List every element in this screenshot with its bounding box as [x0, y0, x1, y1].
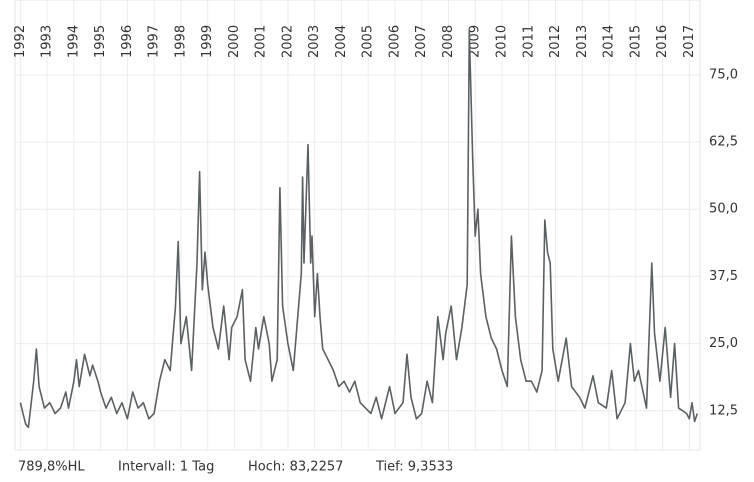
series-line	[19, 30, 699, 429]
x-tick-label: 2015	[628, 25, 643, 58]
x-tick-label: 2004	[334, 25, 349, 58]
x-tick-label: 2012	[548, 25, 563, 58]
y-tick-label: 62,5	[709, 135, 738, 150]
x-tick-label: 2005	[361, 25, 376, 58]
footer-info: 789,8%HL	[18, 460, 85, 475]
x-tick-label: 1998	[173, 25, 188, 58]
x-tick-label: 2002	[280, 25, 295, 58]
x-tick-label: 2009	[468, 25, 483, 58]
y-tick-label: 50,0	[709, 202, 738, 217]
x-tick-label: 2000	[227, 25, 242, 58]
x-tick-label: 1996	[120, 25, 135, 58]
x-tick-label: 2008	[441, 25, 456, 58]
x-tick-label: 2013	[575, 25, 590, 58]
footer-info: Tief: 9,3533	[375, 460, 453, 475]
x-tick-label: 2006	[387, 25, 402, 58]
x-tick-label: 1992	[13, 25, 28, 58]
x-tick-label: 2001	[254, 25, 269, 58]
y-tick-label: 12,5	[709, 403, 738, 418]
x-tick-label: 2011	[521, 25, 536, 58]
x-tick-label: 2007	[414, 25, 429, 58]
x-tick-label: 1995	[93, 25, 108, 58]
footer-info: Intervall: 1 Tag	[118, 460, 214, 475]
y-tick-label: 37,5	[709, 269, 738, 284]
y-tick-label: 75,0	[709, 67, 738, 82]
x-tick-label: 1997	[147, 25, 162, 58]
x-tick-label: 1993	[40, 25, 55, 58]
y-tick-label: 25,0	[709, 336, 738, 351]
x-tick-label: 2010	[494, 25, 509, 58]
footer-info: Hoch: 83,2257	[248, 460, 343, 475]
x-tick-label: 2003	[307, 25, 322, 58]
x-tick-label: 1994	[66, 25, 81, 58]
x-tick-label: 1999	[200, 25, 215, 58]
x-tick-label: 2017	[682, 25, 697, 58]
plot-frame	[14, 0, 701, 451]
x-tick-label: 2014	[602, 25, 617, 58]
x-tick-label: 2016	[655, 25, 670, 58]
